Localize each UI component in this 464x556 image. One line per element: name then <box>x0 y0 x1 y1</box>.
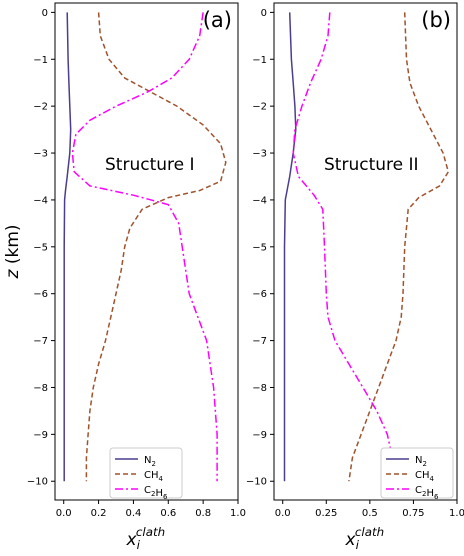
x-axis-label: xiclath <box>126 525 166 552</box>
legend-box <box>380 447 454 499</box>
panel-b: 0 −1 −2 −3 −4 −5 −6 −7 −8 −9 −10 0.0 0.25 0.5 0.75 1.0 (… <box>246 2 464 552</box>
y-tick-label: −3 <box>252 149 267 160</box>
y-tick-label: −5 <box>33 242 48 253</box>
series-line <box>292 12 397 482</box>
y-tick-label: −2 <box>33 102 48 113</box>
y-tick-label: −8 <box>252 383 267 394</box>
y-tick-label: −5 <box>252 242 267 253</box>
legend-label: N2 <box>415 455 427 468</box>
x-tick-label: 1.0 <box>230 508 246 519</box>
legend-label: N2 <box>144 455 156 468</box>
y-tick-label: −7 <box>33 336 48 347</box>
legend-label: C2H6 <box>144 485 168 501</box>
y-tick-label: −6 <box>33 289 48 300</box>
y-tick-label: −4 <box>252 195 267 206</box>
y-tick-label: −1 <box>33 55 48 66</box>
y-tick-label: −10 <box>27 477 48 488</box>
y-tick-label: −1 <box>252 55 267 66</box>
plot-frame <box>54 2 239 501</box>
y-tick-label: −4 <box>33 195 48 206</box>
y-tick-label: 0 <box>261 8 267 19</box>
y-tick-label: −2 <box>252 102 267 113</box>
series-line <box>71 12 218 482</box>
series-line <box>348 12 450 482</box>
y-tick-label: −9 <box>33 430 48 441</box>
legend-label: C2H6 <box>415 485 439 501</box>
y-tick-label: −3 <box>33 149 48 160</box>
legend: N2 CH4 C2H6 <box>380 447 454 501</box>
y-tick-label: −7 <box>252 336 267 347</box>
panel-a: 0 −1 −2 −3 −4 −5 −6 −7 −8 −9 −10 0.0 0.2 0.4 0.6 0.8 1.0… <box>3 2 246 552</box>
x-axis-label: xiclath <box>345 525 385 552</box>
series-line <box>283 12 297 482</box>
legend-box <box>109 447 183 499</box>
y-tick-label: −8 <box>33 383 48 394</box>
y-tick-label: 0 <box>42 8 48 19</box>
legend-label: CH4 <box>144 470 164 483</box>
x-tick-label: 0.25 <box>315 508 337 519</box>
structure-annotation: Structure II <box>324 155 419 175</box>
x-tick-label: 0.0 <box>275 508 291 519</box>
y-tick-label: −9 <box>252 430 267 441</box>
legend: N2 CH4 C2H6 <box>109 447 183 501</box>
y-axis-label: z (km) <box>3 224 23 279</box>
structure-annotation: Structure I <box>105 155 195 175</box>
y-tick-label: −6 <box>252 289 267 300</box>
x-tick-label: 0.6 <box>160 508 176 519</box>
panel-label: (a) <box>203 8 232 32</box>
x-tick-label: 0.2 <box>91 508 107 519</box>
panel-label: (b) <box>421 8 451 32</box>
x-tick-label: 0.8 <box>195 508 211 519</box>
x-tick-label: 0.75 <box>402 508 424 519</box>
series-line <box>63 12 72 482</box>
x-tick-label: 0.0 <box>56 508 72 519</box>
legend-label: CH4 <box>415 470 435 483</box>
series-line <box>85 12 227 482</box>
x-tick-label: 1.0 <box>449 508 464 519</box>
x-tick-label: 0.5 <box>362 508 378 519</box>
y-tick-label: −10 <box>246 477 267 488</box>
x-tick-label: 0.4 <box>125 508 141 519</box>
plot-frame <box>273 2 458 501</box>
